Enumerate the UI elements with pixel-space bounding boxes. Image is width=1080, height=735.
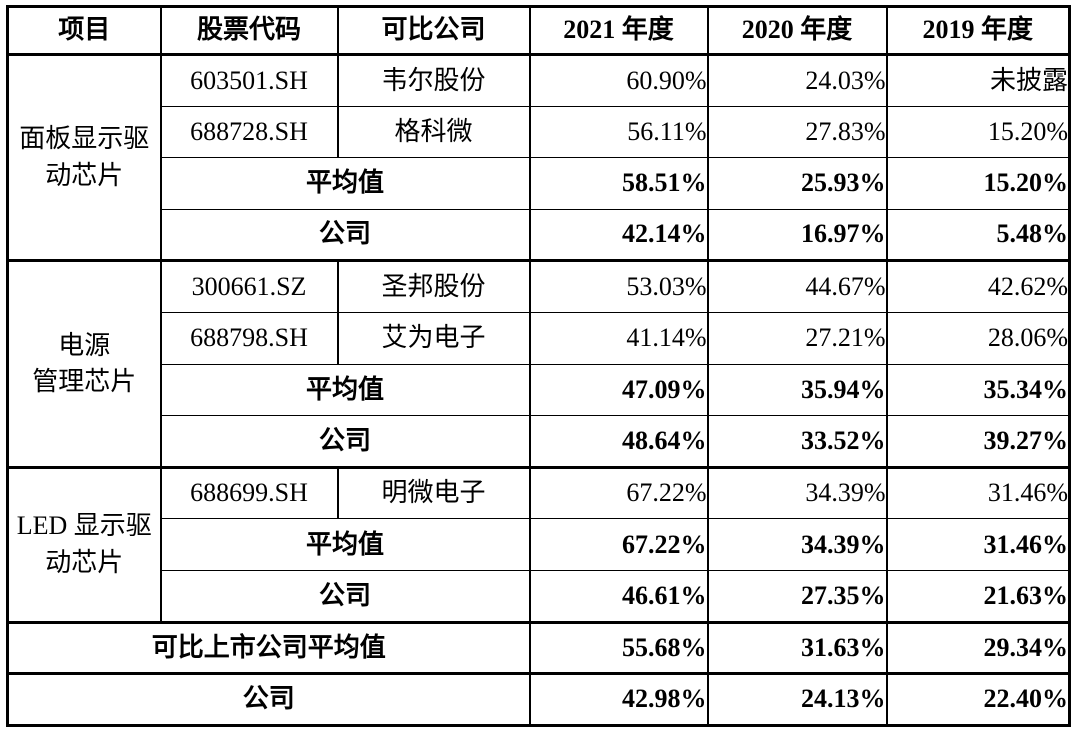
value-cell-2021: 56.11% (528, 105, 709, 159)
table-row: 面板显示驱 动芯片 603501.SH 韦尔股份 60.90% 24.03% 未… (6, 52, 1071, 262)
value-cell-2020: 31.63% (706, 620, 888, 675)
value-cell-2021: 53.03% (528, 259, 709, 314)
summary-label-cell: 可比上市公司平均值 (6, 620, 531, 675)
stock-code-cell: 688699.SH (159, 465, 339, 520)
stock-code-cell: 688798.SH (159, 312, 339, 365)
comparable-companies-table: 项目 股票代码 可比公司 2021 年度 2020 年度 2019 年度 面板显… (6, 5, 1071, 727)
value-cell-2019: 5.48% (885, 208, 1071, 262)
average-label-cell: 平均值 (159, 157, 531, 210)
value-cell-2021: 60.90% (528, 53, 709, 107)
value-cell-2021: 67.22% (528, 518, 709, 572)
value-cell-2020: 34.39% (706, 465, 888, 520)
value-cell-2019: 31.46% (885, 465, 1071, 520)
stock-code-cell: 300661.SZ (159, 259, 339, 314)
company-name-cell: 圣邦股份 (336, 259, 531, 314)
summary-company-row: 公司 42.98% 24.13% 22.40% (6, 672, 1071, 726)
value-cell-2019: 22.40% (885, 672, 1071, 726)
header-year-2021: 2021 年度 (528, 6, 709, 56)
header-item: 项目 (6, 6, 162, 56)
value-cell-2019: 28.06% (885, 312, 1071, 365)
company-row: 公司 42.14% 16.97% 5.48% (8, 208, 1071, 262)
table-row: LED 显示驱 动芯片 688699.SH 明微电子 67.22% 34.39%… (6, 465, 1071, 623)
average-label-cell: 平均值 (159, 363, 531, 417)
value-cell-2021: 41.14% (528, 312, 709, 365)
item-group-power-management: 电源 管理芯片 (6, 259, 162, 468)
value-cell-2020: 35.94% (706, 363, 888, 417)
value-cell-2019: 42.62% (885, 259, 1071, 314)
table-row: 电源 管理芯片 300661.SZ 圣邦股份 53.03% 44.67% 42.… (6, 259, 1071, 468)
stock-code-cell: 688728.SH (159, 105, 339, 159)
value-cell-2019: 15.20% (885, 157, 1071, 210)
company-name-cell: 艾为电子 (336, 312, 531, 365)
item-group-led-display: LED 显示驱 动芯片 (6, 465, 162, 623)
value-cell-2021: 42.98% (528, 672, 709, 726)
average-row: 平均值 47.09% 35.94% 35.34% (8, 363, 1071, 417)
company-row: 公司 48.64% 33.52% 39.27% (8, 415, 1071, 468)
value-cell-2019: 29.34% (885, 620, 1071, 675)
value-cell-2021: 58.51% (528, 157, 709, 210)
average-label-cell: 平均值 (159, 518, 531, 572)
value-cell-2020: 24.13% (706, 672, 888, 726)
company-name-cell: 韦尔股份 (336, 53, 531, 107)
value-cell-2020: 24.03% (706, 53, 888, 107)
value-cell-2021: 48.64% (528, 415, 709, 468)
value-cell-2020: 27.21% (706, 312, 888, 365)
company-label-cell: 公司 (159, 570, 531, 623)
value-cell-2020: 44.67% (706, 259, 888, 314)
value-cell-2020: 27.35% (706, 570, 888, 623)
value-cell-2019: 21.63% (885, 570, 1071, 623)
value-cell-2020: 16.97% (706, 208, 888, 262)
header-stock-code: 股票代码 (159, 6, 339, 56)
header-row: 项目 股票代码 可比公司 2021 年度 2020 年度 2019 年度 (6, 6, 1071, 56)
header-year-2020: 2020 年度 (706, 6, 888, 56)
value-cell-2021: 67.22% (528, 465, 709, 520)
header-year-2019: 2019 年度 (885, 6, 1071, 56)
stock-code-cell: 603501.SH (159, 53, 339, 107)
value-cell-2020: 25.93% (706, 157, 888, 210)
summary-average-row: 可比上市公司平均值 55.68% 31.63% 29.34% (6, 620, 1071, 675)
value-cell-2021: 47.09% (528, 363, 709, 417)
value-cell-2021: 46.61% (528, 570, 709, 623)
company-name-cell: 格科微 (336, 105, 531, 159)
company-label-cell: 公司 (159, 208, 531, 262)
header-comparable-company: 可比公司 (336, 6, 531, 56)
value-cell-2019: 未披露 (885, 53, 1071, 107)
value-cell-2019: 39.27% (885, 415, 1071, 468)
value-cell-2019: 31.46% (885, 518, 1071, 572)
table-row: 688798.SH 艾为电子 41.14% 27.21% 28.06% (8, 312, 1071, 365)
value-cell-2020: 27.83% (706, 105, 888, 159)
average-row: 平均值 67.22% 34.39% 31.46% (8, 518, 1071, 572)
value-cell-2021: 55.68% (528, 620, 709, 675)
company-name-cell: 明微电子 (336, 465, 531, 520)
company-label-cell: 公司 (159, 415, 531, 468)
value-cell-2020: 33.52% (706, 415, 888, 468)
value-cell-2021: 42.14% (528, 208, 709, 262)
summary-label-cell: 公司 (6, 672, 531, 726)
table-row: 688728.SH 格科微 56.11% 27.83% 15.20% (8, 105, 1071, 159)
average-row: 平均值 58.51% 25.93% 15.20% (8, 157, 1071, 210)
value-cell-2020: 34.39% (706, 518, 888, 572)
company-row: 公司 46.61% 27.35% 21.63% (8, 570, 1071, 623)
value-cell-2019: 15.20% (885, 105, 1071, 159)
item-group-panel-display: 面板显示驱 动芯片 (6, 52, 162, 262)
value-cell-2019: 35.34% (885, 363, 1071, 417)
